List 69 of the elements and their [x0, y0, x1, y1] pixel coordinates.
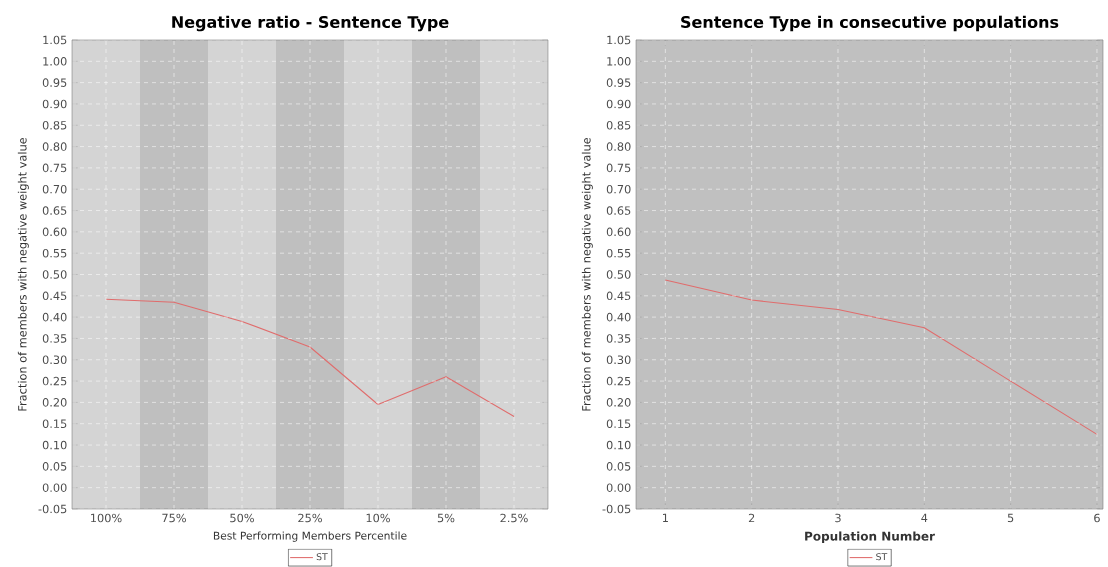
- y-tick-label: 0.25: [606, 376, 631, 386]
- y-axis-title: Fraction of members with negative weight value: [17, 137, 29, 411]
- y-tick-label: 0.45: [42, 291, 67, 301]
- y-tick-label: 0.95: [42, 78, 67, 87]
- x-tick-label: 25%: [298, 513, 322, 523]
- chart-title: Sentence Type in consecutive populations: [681, 15, 1059, 32]
- legend-label: ST: [876, 553, 888, 561]
- x-tick-label: 100%: [91, 513, 122, 523]
- y-tick-label: 0.05: [606, 462, 631, 471]
- y-tick-label: 0.35: [42, 334, 67, 343]
- x-tick-label: 5%: [437, 513, 455, 523]
- y-tick-label: 1.05: [43, 35, 67, 45]
- x-tick-label: 50%: [230, 513, 254, 523]
- line-series: [664, 279, 1098, 435]
- y-tick-label: 0.85: [42, 120, 67, 130]
- y-tick-label: 0.00: [42, 483, 67, 492]
- y-tick-label: 0.75: [42, 163, 67, 173]
- y-tick-label: -0.05: [602, 504, 631, 514]
- x-axis-title: Population Number: [805, 531, 935, 544]
- y-tick-label: 0.00: [606, 483, 631, 492]
- chart-title: Negative ratio - Sentence Type: [172, 15, 449, 32]
- x-tick-label: 5: [1007, 513, 1014, 523]
- y-tick-label: 0.75: [606, 163, 631, 173]
- y-tick-label: 0.20: [42, 398, 67, 407]
- y-tick-label: 0.60: [42, 227, 67, 237]
- y-tick-label: 0.35: [606, 334, 631, 343]
- y-tick-label: 0.70: [42, 184, 67, 194]
- x-tick-label: 3: [835, 513, 841, 523]
- line-series: [105, 298, 515, 418]
- y-tick-label: 0.65: [42, 206, 67, 215]
- x-tick-label: 4: [921, 513, 928, 522]
- y-tick-label: 0.70: [606, 184, 631, 194]
- y-tick-label: 0.40: [42, 312, 67, 322]
- x-tick-label: 2.5%: [500, 513, 528, 523]
- y-tick-label: -0.05: [38, 504, 67, 514]
- y-tick-label: 0.55: [42, 248, 67, 258]
- x-tick-label: 75%: [162, 513, 186, 523]
- y-axis-title: Fraction of members with negative weight value: [581, 137, 593, 411]
- y-tick-label: 0.30: [606, 355, 631, 365]
- x-tick-label: 2: [748, 513, 755, 523]
- y-tick-label: 1.05: [607, 35, 631, 45]
- y-tick-label: 0.20: [606, 398, 631, 407]
- y-tick-label: 0.60: [606, 227, 631, 237]
- y-tick-label: 0.10: [42, 440, 67, 450]
- y-tick-label: 0.40: [606, 312, 631, 322]
- y-tick-label: 0.80: [42, 142, 67, 151]
- legend-label: ST: [316, 553, 328, 561]
- y-tick-label: 0.30: [42, 355, 67, 365]
- y-tick-label: 0.05: [42, 462, 67, 471]
- y-tick-label: 0.80: [606, 142, 631, 151]
- y-tick-label: 1.00: [607, 57, 631, 66]
- y-tick-label: 0.85: [606, 120, 631, 130]
- y-tick-label: 0.45: [606, 291, 631, 301]
- x-tick-label: 1: [663, 513, 668, 522]
- x-tick-label: 10%: [366, 513, 390, 523]
- y-tick-label: 0.15: [606, 419, 631, 429]
- y-tick-label: 0.50: [42, 270, 67, 279]
- y-tick-label: 0.90: [606, 99, 631, 109]
- x-tick-label: 6: [1094, 513, 1100, 523]
- x-axis-title: Best Performing Members Percentile: [213, 531, 407, 542]
- y-tick-label: 0.25: [42, 376, 67, 386]
- y-tick-label: 0.90: [42, 99, 67, 109]
- y-tick-label: 0.65: [606, 206, 631, 215]
- y-tick-label: 0.95: [606, 78, 631, 87]
- y-tick-label: 0.15: [42, 419, 67, 429]
- y-tick-label: 0.10: [606, 440, 631, 450]
- y-tick-label: 0.55: [606, 248, 631, 258]
- y-tick-label: 1.00: [43, 57, 67, 66]
- y-tick-label: 0.50: [606, 270, 631, 279]
